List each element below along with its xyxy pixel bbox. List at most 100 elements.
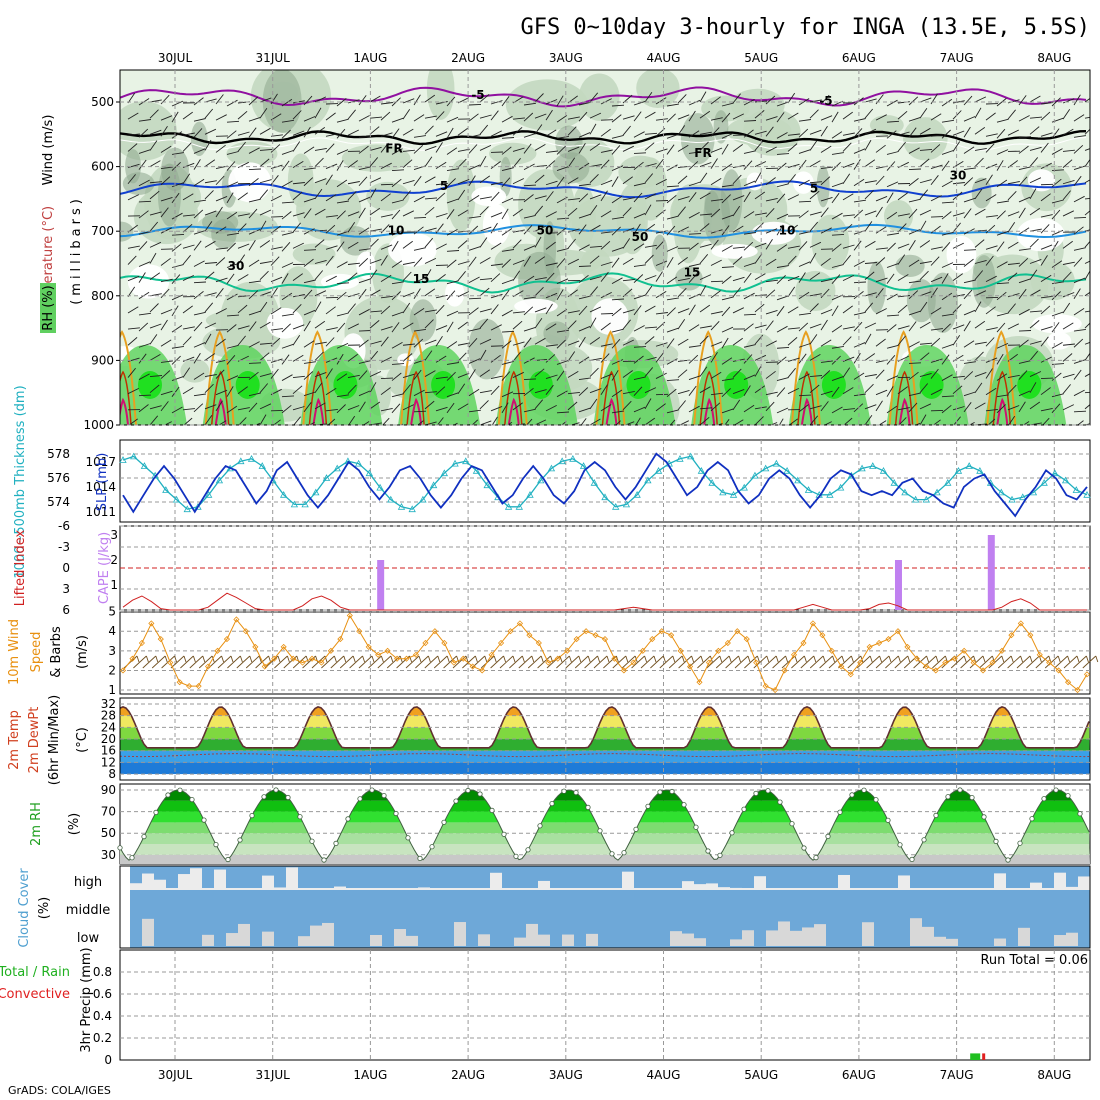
rh2m-marker <box>609 851 615 857</box>
wind-barb <box>919 321 931 329</box>
wind-barb <box>1007 222 1016 233</box>
wind10-marker <box>857 659 864 666</box>
wind-barb <box>1008 415 1016 425</box>
wind-barb <box>853 148 866 154</box>
wind-barb <box>1062 128 1074 136</box>
wind-barb <box>226 211 238 220</box>
rh2m-marker <box>801 845 807 851</box>
wind10-barb-flag <box>286 655 290 663</box>
wind-barb <box>468 175 476 186</box>
wind-barb <box>820 207 829 218</box>
wind-barb <box>556 166 569 172</box>
wind-barb <box>468 297 482 300</box>
wind10-barb-flag <box>239 655 243 663</box>
high-cloud-block <box>598 888 610 890</box>
high-cloud-block <box>370 888 382 890</box>
top-date-labels: 30JUL 31JUL 1AUG 2AUG 3AUG 4AUG 5AUG 6AUG 7AUG 8A… <box>158 51 1071 65</box>
wind-barb <box>281 180 293 188</box>
wind-barb <box>281 395 295 398</box>
wind-barb <box>149 181 163 184</box>
wind-barb <box>941 395 955 398</box>
wind10-marker <box>876 639 883 647</box>
wind-barb <box>490 263 503 266</box>
high-cloud-block <box>286 867 298 890</box>
rh2m-marker <box>405 835 411 841</box>
wind-barb <box>754 242 767 248</box>
wind-barb <box>1040 336 1049 347</box>
wind-barb <box>248 259 260 267</box>
bottom-date-label: 6AUG <box>842 1068 876 1082</box>
contour-label: 10 <box>388 223 405 237</box>
wind10-barb <box>292 655 307 669</box>
wind-barb <box>270 287 278 299</box>
wind-barb <box>545 211 557 218</box>
wind-barb <box>721 275 732 284</box>
thickness-marker <box>761 464 770 472</box>
wind-barb <box>512 178 524 185</box>
wind-barb <box>325 224 336 234</box>
wind-barb <box>336 261 348 268</box>
contour-25 <box>601 370 621 425</box>
wind-barb <box>534 144 546 151</box>
thickness-marker <box>526 490 534 498</box>
rh-region-dry <box>356 251 376 280</box>
wind-barb <box>1018 136 1032 138</box>
wind10-barb-flag <box>587 655 591 663</box>
cape-label: CAPE (J/kg) <box>97 532 112 604</box>
wind-barb <box>358 401 366 413</box>
wind-barb <box>787 275 800 282</box>
wind-barb <box>897 325 910 330</box>
wind10-barb-flag <box>390 655 394 663</box>
wind-barb <box>963 289 973 300</box>
wind10-barb-flag <box>305 655 309 663</box>
wind10-marker <box>479 667 486 674</box>
wind-barb <box>468 103 482 106</box>
rh2m-marker <box>765 788 771 794</box>
wind10-barb-flag <box>333 655 337 663</box>
wind-barb <box>897 131 910 136</box>
wind10-barb-flag <box>747 655 751 663</box>
wind-barb <box>1073 165 1086 171</box>
wind-barb <box>853 352 861 364</box>
wind-barb <box>930 164 943 170</box>
wind-barb <box>281 160 290 171</box>
wind-barb <box>1062 190 1071 201</box>
lifted-index-series <box>122 592 1087 611</box>
wind-barb <box>127 367 136 378</box>
wind10-barb <box>584 655 598 669</box>
rh-region-dry <box>228 162 272 203</box>
wind-barb <box>336 149 349 155</box>
wind-barb <box>358 288 367 300</box>
wind-barb <box>204 190 214 200</box>
wind-barb <box>237 131 250 136</box>
wind10-barb <box>1016 655 1031 669</box>
wind-barb <box>644 254 654 264</box>
wind-barb <box>655 352 664 363</box>
wind-barb <box>721 112 731 123</box>
wind-barb <box>259 179 272 184</box>
wind-barb <box>281 323 291 333</box>
wind-barb <box>314 320 326 329</box>
wind-barb <box>336 291 347 301</box>
wind-barb <box>534 399 544 410</box>
rh-region-dark <box>927 272 959 333</box>
wind-barb <box>1007 384 1017 395</box>
wind-barb <box>479 155 487 167</box>
wind-barb <box>765 126 774 137</box>
wind-barb <box>842 274 854 282</box>
wind-barb <box>138 322 149 332</box>
wind10-barb-flag <box>1085 655 1089 663</box>
thickness-marker <box>654 466 663 474</box>
wind-barb <box>578 193 589 203</box>
wind-barb <box>930 388 942 396</box>
wind10-barb-flag <box>897 655 901 663</box>
low-cloud-block <box>226 933 238 946</box>
wind-barb <box>171 294 184 301</box>
wind-barb <box>391 322 400 333</box>
wind-barb <box>1029 207 1041 216</box>
wind-barb <box>941 201 955 204</box>
wind-barb <box>193 148 206 154</box>
rh2m-marker <box>429 844 435 850</box>
wind-barb <box>314 371 327 377</box>
wind-barb <box>281 343 294 349</box>
